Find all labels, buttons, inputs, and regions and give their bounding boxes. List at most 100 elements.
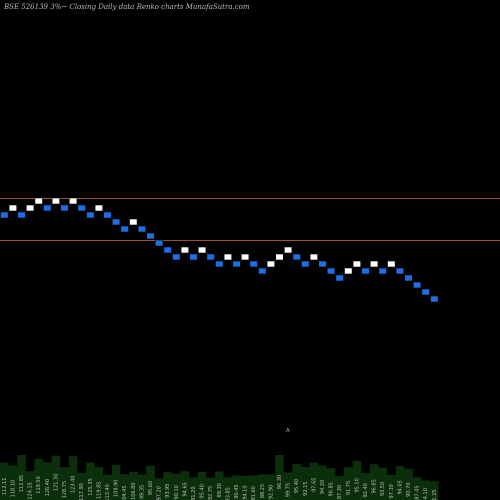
volume-value-label: 125.35 [88,478,94,496]
down-brick [318,260,327,268]
volume-value-label: 95.40 [294,479,300,493]
up-brick [51,197,60,205]
volume-value-label: 97.20 [157,486,163,500]
volume-value-label: 90.70 [406,482,412,496]
down-brick [378,267,387,275]
volume-value-label: 92.40 [363,483,369,497]
volume-value-label: 94.20 [320,480,326,494]
up-brick [283,246,293,254]
up-brick [309,253,319,261]
up-brick [34,197,43,205]
volume-value-label: 90.10 [174,485,180,499]
up-brick [241,253,250,261]
volume-value-label: 128.75 [62,481,68,499]
annotations: A [286,428,290,434]
down-brick [361,267,370,275]
volume-value-label: 96.30 [277,475,283,489]
volume-value-label: 104.45 [122,485,128,500]
down-brick [206,253,215,261]
volume-value-label: 91.20 [191,486,197,500]
down-brick [155,239,164,247]
volume-value-label: 90.85 [329,482,335,496]
volume-value-label: 95.40 [200,484,206,498]
volume-value-label: 123.40 [71,476,77,494]
down-brick [326,267,336,275]
up-brick [25,204,35,212]
down-brick [77,204,86,212]
volume-value-label: 91.75 [346,481,352,495]
volume-value-label: 117.90 [79,483,85,500]
down-brick [404,274,413,282]
up-brick [275,253,284,261]
volume-value-label: 92.90 [268,485,274,499]
up-brick [8,204,18,212]
volume-value-label: 121.30 [53,474,59,492]
down-brick [43,204,52,212]
down-brick [215,260,224,268]
volume-value-label: 87.30 [337,485,343,499]
down-brick [146,232,155,240]
up-brick [129,218,138,226]
volume-value-label: 119.85 [96,482,102,500]
volume-silhouette [0,455,439,500]
annotation-mark: A [286,428,290,434]
volume-value-label: 91.60 [251,486,257,500]
down-brick [189,253,198,261]
volume-value-label: 97.30 [389,484,395,498]
down-brick [258,267,267,275]
volume-value-label: 93.50 [380,482,386,496]
down-brick [86,211,95,219]
volume-value-label: 106.80 [131,482,137,500]
volume-value-label: 94.05 [397,480,403,494]
up-brick [387,260,396,268]
up-brick [223,253,233,261]
volume-value-label: 89.30 [217,483,223,497]
down-brick [232,260,241,268]
down-brick [430,295,439,303]
volume-value-label: 99.75 [286,483,292,497]
down-brick [103,211,112,219]
down-brick [412,281,422,289]
volume-value-label: 92.75 [208,486,214,500]
down-brick [17,211,26,219]
volume-value-label: 88.25 [260,484,266,498]
volume-value-label: 90.45 [234,484,240,498]
down-brick [249,260,258,268]
volume-value-label: 112.11 [2,478,8,496]
down-brick [335,274,344,282]
volume-value-label: 99.35 [139,485,145,499]
volume-value-label: 95.10 [354,478,360,492]
volume-area [0,455,439,500]
down-brick [163,246,172,254]
volume-value-label: 87.45 [415,485,421,499]
volume-value-label: 113.40 [105,484,111,500]
up-brick [69,197,78,205]
down-brick [421,288,430,296]
renko-bricks [0,197,439,303]
volume-value-label: 94.10 [243,485,249,499]
up-brick [369,260,379,268]
volume-value-label: 118.10 [10,480,16,498]
volume-value-label: 119.50 [36,476,42,494]
up-brick [344,267,353,275]
up-brick [94,204,103,212]
volume-value-label: 126.40 [45,479,51,497]
chart-title: BSE 526139 3%~ Closing Daily data Renko … [3,3,250,11]
down-brick [172,253,181,261]
volume-value-label: 93.85 [225,487,231,500]
down-brick [395,267,405,275]
down-brick [137,225,147,233]
down-brick [112,218,121,226]
down-brick [120,225,129,233]
volume-value-label: 93.95 [165,483,171,497]
down-brick [301,260,310,268]
volume-value-label: 92.15 [303,482,309,496]
volume-value-label: 109.90 [114,480,120,498]
volume-value-label: 84.10 [423,488,429,500]
volume-value-label: 97.65 [311,478,317,492]
down-brick [292,253,301,261]
up-brick [198,246,207,254]
volume-labels: 112.11 118.10 113.85 124.15 119.50 126.40 121.… [2,474,438,500]
